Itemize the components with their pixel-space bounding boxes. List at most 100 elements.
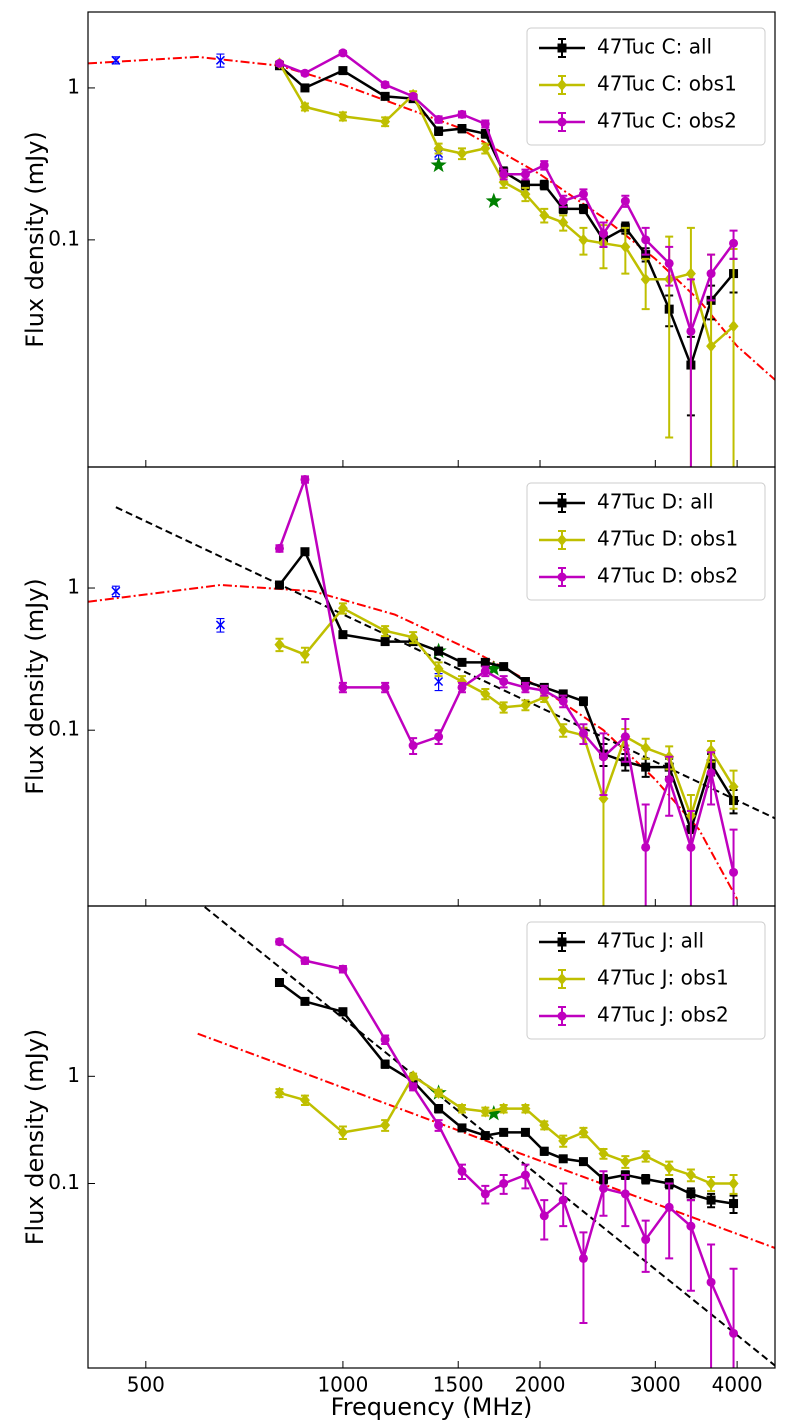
error-bar — [686, 810, 695, 906]
error-bar — [686, 278, 695, 467]
legend-label: 47Tuc C: obs1 — [597, 72, 737, 96]
marker — [380, 80, 390, 90]
marker — [664, 258, 674, 268]
marker — [620, 732, 630, 742]
marker — [706, 1195, 716, 1205]
x-tick-label: 1500 — [433, 1373, 484, 1397]
marker — [539, 209, 550, 222]
marker — [480, 119, 490, 129]
marker — [408, 1070, 419, 1083]
marker — [640, 273, 651, 286]
legend-label: 47Tuc C: obs2 — [597, 109, 737, 133]
marker — [558, 1154, 568, 1164]
series-line — [278, 478, 735, 873]
marker — [434, 1104, 444, 1114]
series-line — [278, 940, 735, 1334]
marker — [300, 68, 310, 78]
error-bar — [599, 732, 608, 797]
marker — [706, 744, 717, 757]
marker — [706, 768, 716, 778]
marker — [641, 235, 651, 245]
fit-line — [197, 1032, 775, 1249]
marker — [480, 687, 491, 700]
marker — [539, 180, 549, 190]
marker — [408, 741, 418, 751]
marker — [499, 169, 509, 179]
legend-box — [526, 482, 766, 601]
marker — [558, 196, 568, 206]
marker — [499, 677, 509, 687]
marker — [557, 534, 567, 546]
y-tick-label: 1 — [67, 575, 80, 599]
marker — [578, 189, 588, 199]
marker — [457, 657, 467, 667]
marker — [557, 937, 567, 947]
marker — [520, 180, 530, 190]
marker — [520, 677, 530, 687]
marker — [480, 1105, 491, 1118]
plot-area — [197, 906, 775, 1368]
legend-label: 47Tuc J: obs2 — [597, 1003, 729, 1027]
error-bar — [641, 803, 650, 906]
legend-label: 47Tuc D: obs1 — [597, 527, 738, 551]
plot-area — [88, 474, 775, 906]
marker — [664, 1202, 674, 1212]
marker — [578, 1157, 588, 1167]
marker — [111, 55, 121, 65]
series-line — [279, 1075, 734, 1185]
marker — [578, 728, 588, 738]
marker — [620, 196, 630, 206]
marker — [558, 696, 568, 706]
marker — [620, 1155, 631, 1168]
marker — [706, 269, 716, 279]
marker — [557, 43, 567, 53]
marker — [499, 1178, 509, 1188]
marker — [480, 142, 491, 155]
marker — [557, 498, 567, 508]
marker — [558, 724, 569, 737]
y-tick-label: 1 — [67, 74, 80, 98]
marker — [380, 1059, 390, 1069]
marker — [430, 156, 447, 173]
marker — [480, 657, 490, 667]
marker — [274, 1086, 285, 1099]
marker — [686, 326, 696, 336]
marker — [498, 701, 509, 714]
marker — [300, 956, 310, 966]
marker — [456, 1102, 467, 1115]
error-bar — [729, 1267, 738, 1368]
marker — [274, 978, 284, 988]
marker — [664, 1161, 675, 1174]
fit-line — [204, 906, 775, 1367]
marker — [729, 238, 739, 248]
marker — [686, 1189, 696, 1199]
marker — [685, 267, 696, 280]
marker — [620, 1189, 630, 1199]
y-tick-label: 0.1 — [48, 717, 80, 741]
marker — [664, 774, 674, 784]
legend-label: 47Tuc J: all — [597, 929, 704, 953]
error-bar — [621, 1174, 630, 1228]
marker — [641, 1174, 651, 1184]
legend: 47Tuc D: all 47Tuc D: obs1 47Tuc D: obs2 — [526, 482, 766, 601]
marker — [300, 474, 310, 484]
series-line — [278, 64, 735, 367]
marker — [578, 204, 588, 214]
marker — [338, 1007, 348, 1017]
marker — [539, 686, 549, 696]
marker — [557, 572, 567, 582]
legend-box — [526, 921, 766, 1040]
marker — [380, 115, 391, 128]
marker — [480, 666, 490, 676]
marker — [706, 340, 717, 353]
error-bar — [686, 1199, 695, 1292]
marker — [434, 1120, 444, 1130]
marker — [408, 1082, 418, 1092]
marker — [380, 624, 391, 637]
marker — [457, 124, 467, 134]
marker — [641, 762, 651, 772]
plot-area — [88, 48, 775, 467]
marker — [685, 1169, 696, 1182]
marker — [215, 55, 225, 65]
y-axis-label: Flux density (mJy) — [21, 131, 49, 348]
